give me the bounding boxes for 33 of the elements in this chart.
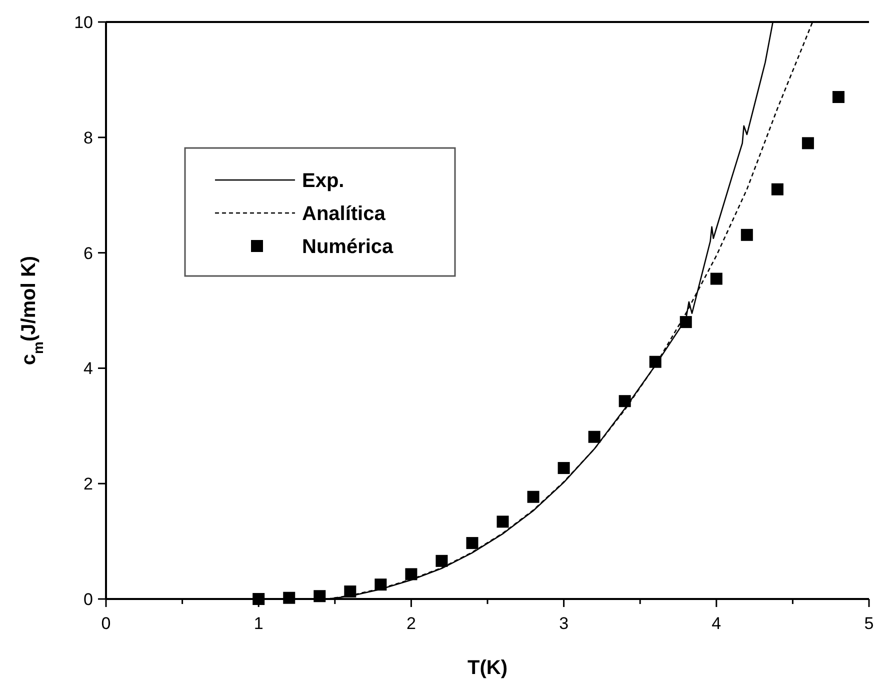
- y-tick-label: 2: [84, 474, 93, 494]
- x-axis-title: T(K): [468, 657, 508, 679]
- point: [588, 430, 600, 443]
- legend-label: Exp.: [302, 170, 344, 192]
- point: [740, 228, 753, 241]
- point: [496, 516, 509, 528]
- legend-label: Numérica: [302, 236, 394, 258]
- point: [405, 568, 418, 580]
- point: [832, 91, 844, 104]
- point: [374, 578, 387, 591]
- y-tick-label: 4: [84, 359, 93, 378]
- point: [344, 586, 356, 598]
- point: [558, 462, 570, 474]
- y-tick-label: 10: [74, 13, 93, 32]
- point: [527, 490, 540, 503]
- x-tick-label: 2: [406, 614, 416, 633]
- y-tick-label: 8: [84, 128, 93, 148]
- point: [436, 554, 448, 567]
- point: [649, 356, 662, 368]
- point: [618, 395, 631, 408]
- point: [680, 316, 692, 328]
- point: [802, 137, 814, 150]
- x-tick-label: 0: [101, 614, 111, 633]
- y-tick-label: 6: [84, 244, 93, 263]
- point: [771, 183, 784, 196]
- point: [466, 537, 478, 550]
- legend-label: Analítica: [302, 203, 386, 225]
- x-tick-label: 1: [254, 614, 264, 633]
- x-tick-label: 3: [559, 614, 569, 633]
- x-tick-label: 5: [864, 614, 874, 633]
- x-tick-label: 4: [712, 614, 722, 633]
- y-tick-label: 0: [84, 590, 93, 609]
- point: [710, 272, 722, 285]
